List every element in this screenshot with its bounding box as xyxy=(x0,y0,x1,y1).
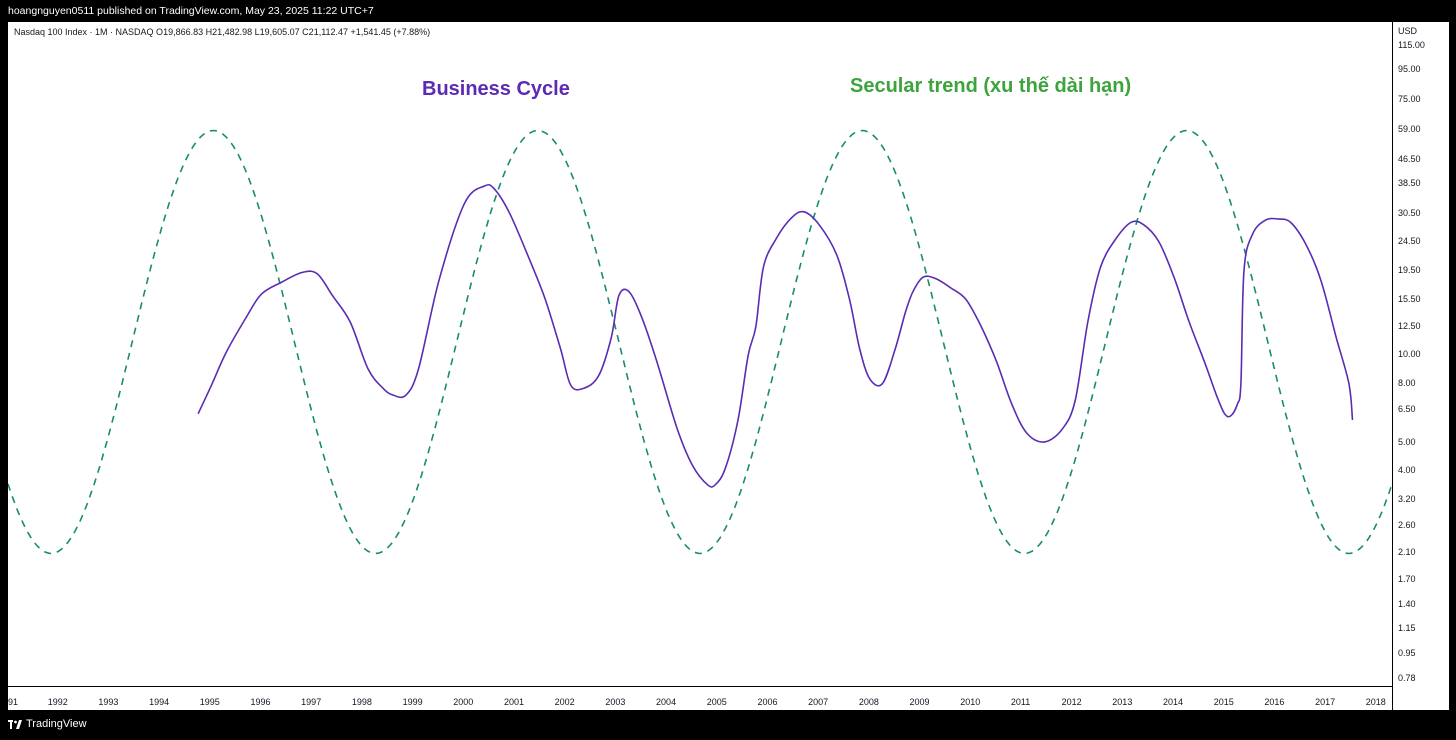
price-tick-label: 3.20 xyxy=(1398,493,1416,504)
secular-trend-label: Secular trend (xu thế dài hạn) xyxy=(850,75,1132,97)
price-tick-label: 24.50 xyxy=(1398,235,1421,246)
price-tick-label: 5.00 xyxy=(1398,437,1416,448)
year-tick-label: 1998 xyxy=(351,697,372,707)
price-tick-label: 1.15 xyxy=(1398,623,1416,634)
price-tick-label: 30.50 xyxy=(1398,207,1421,218)
year-tick-label: 1999 xyxy=(402,697,423,707)
price-tick-label: 59.00 xyxy=(1398,124,1421,135)
price-axis[interactable] xyxy=(1392,22,1449,710)
price-tick-label: 1.70 xyxy=(1398,573,1416,584)
price-tick-label: 8.00 xyxy=(1398,377,1416,388)
year-tick-label: 2008 xyxy=(858,697,879,707)
tradingview-brand[interactable]: TradingView xyxy=(8,718,87,730)
year-tick-label: 2013 xyxy=(1112,697,1133,707)
year-tick-label: 1992 xyxy=(47,697,68,707)
price-tick-label: 15.50 xyxy=(1398,293,1421,304)
chart-frame[interactable]: Nasdaq 100 Index · 1M · NASDAQ O19,866.8… xyxy=(8,22,1449,711)
year-tick-label: 1995 xyxy=(199,697,220,707)
price-tick-label: 46.50 xyxy=(1398,154,1421,165)
price-tick-label: 4.00 xyxy=(1398,465,1416,476)
year-tick-label: 2000 xyxy=(453,697,474,707)
price-tick-label: 115.00 xyxy=(1398,39,1425,50)
year-tick-label: 1996 xyxy=(250,697,271,707)
published-header: hoangnguyen0511 published on TradingView… xyxy=(0,0,1456,22)
price-tick-label: 38.50 xyxy=(1398,178,1421,189)
footer-bar: TradingView xyxy=(0,710,1456,740)
year-tick-label: 2012 xyxy=(1061,697,1082,707)
year-tick-label: 1993 xyxy=(98,697,119,707)
tradingview-logo-icon xyxy=(8,719,22,729)
year-tick-label: 2017 xyxy=(1315,697,1336,707)
business-cycle-label: Business Cycle xyxy=(422,78,570,100)
year-tick-label: 2002 xyxy=(554,697,575,707)
price-tick-label: 0.78 xyxy=(1398,672,1416,683)
year-tick-label: 2018 xyxy=(1365,697,1386,707)
year-tick-label: 1997 xyxy=(301,697,322,707)
price-tick-label: 6.50 xyxy=(1398,403,1416,414)
price-tick-label: 75.00 xyxy=(1398,93,1421,104)
year-tick-label: 2003 xyxy=(605,697,626,707)
time-axis[interactable] xyxy=(8,686,1392,711)
symbol-ohlc-line[interactable]: Nasdaq 100 Index · 1M · NASDAQ O19,866.8… xyxy=(14,27,431,37)
year-tick-label: 2006 xyxy=(757,697,778,707)
business-cycle-line xyxy=(197,183,1354,488)
year-tick-label: 2011 xyxy=(1010,697,1031,707)
price-tick-label: 95.00 xyxy=(1398,63,1421,74)
year-tick-label: 1994 xyxy=(149,697,170,707)
chart-plot-area[interactable] xyxy=(8,22,1392,686)
secular-trend-line xyxy=(8,129,1392,555)
year-tick-label: 2007 xyxy=(808,697,829,707)
price-tick-label: 19.50 xyxy=(1398,264,1421,275)
year-tick-label: 2009 xyxy=(909,697,930,707)
price-tick-label: 10.00 xyxy=(1398,349,1421,360)
year-tick-label: 2015 xyxy=(1213,697,1234,707)
year-tick-label: 91 xyxy=(8,697,19,707)
year-tick-label: 2004 xyxy=(656,697,677,707)
price-tick-label: 0.95 xyxy=(1398,647,1416,658)
price-tick-label: 12.50 xyxy=(1398,320,1421,331)
published-line: hoangnguyen0511 published on TradingView… xyxy=(8,5,374,17)
year-tick-label: 2005 xyxy=(706,697,727,707)
year-tick-label: 2016 xyxy=(1264,697,1285,707)
price-tick-label: 1.40 xyxy=(1398,598,1416,609)
brand-label: TradingView xyxy=(26,718,87,730)
year-tick-label: 2010 xyxy=(960,697,981,707)
price-tick-label: 2.60 xyxy=(1398,520,1416,531)
year-tick-label: 2014 xyxy=(1163,697,1184,707)
currency-label[interactable]: USD xyxy=(1398,26,1418,36)
price-tick-label: 2.10 xyxy=(1398,547,1416,558)
year-tick-label: 2001 xyxy=(503,697,524,707)
